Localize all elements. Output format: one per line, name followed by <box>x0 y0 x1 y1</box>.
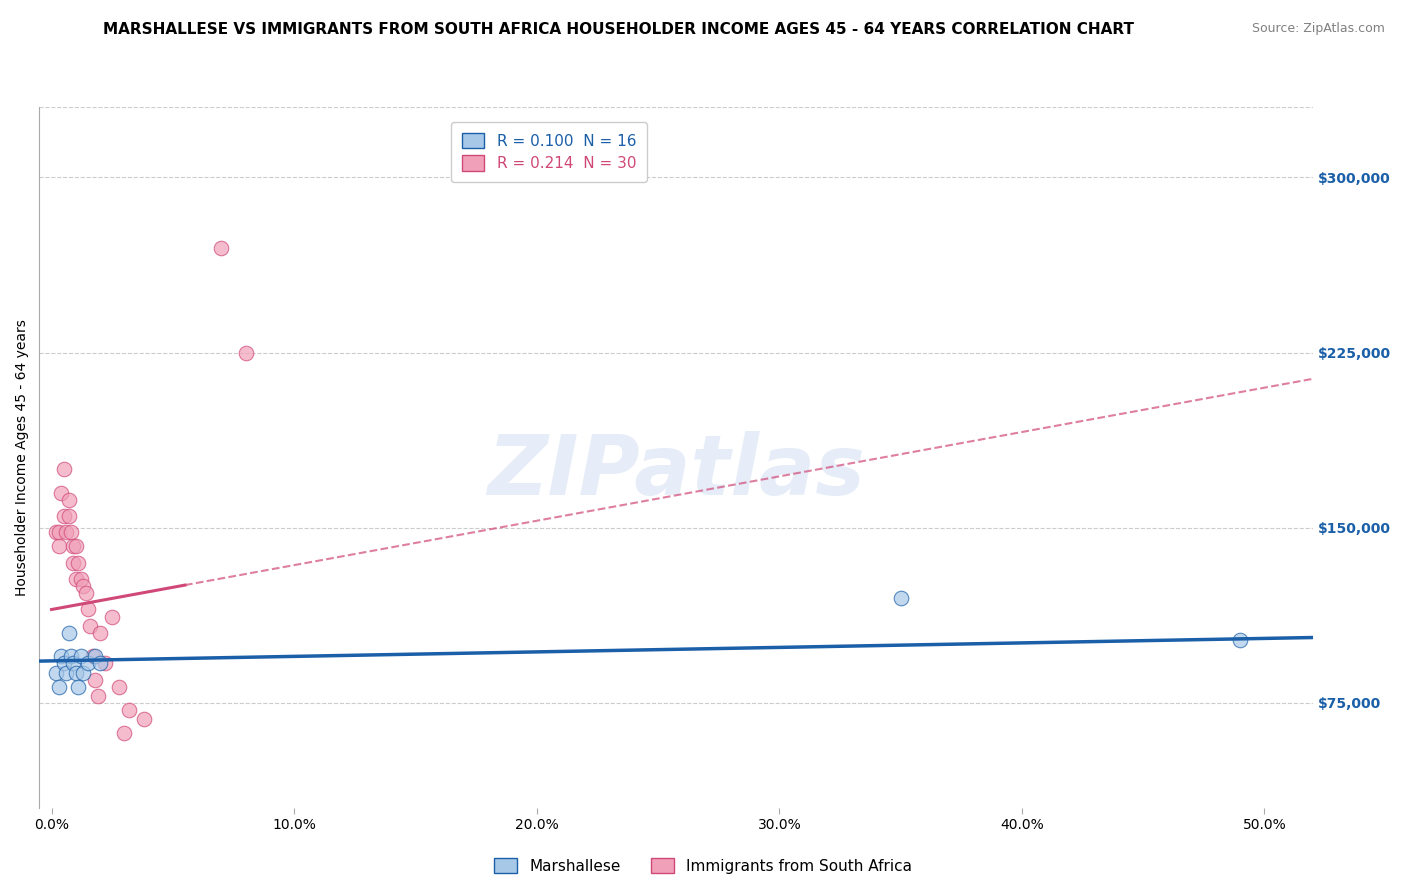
Point <box>51 485 73 500</box>
Point <box>235 345 257 359</box>
Point <box>58 492 80 507</box>
Legend: R = 0.100  N = 16, R = 0.214  N = 30: R = 0.100 N = 16, R = 0.214 N = 30 <box>451 122 647 182</box>
Point <box>52 657 75 671</box>
Point <box>84 673 107 687</box>
Point <box>52 509 75 524</box>
Point <box>51 649 73 664</box>
Text: Source: ZipAtlas.com: Source: ZipAtlas.com <box>1251 22 1385 36</box>
Point <box>65 665 87 680</box>
Point <box>59 525 82 540</box>
Point <box>55 665 77 680</box>
Point <box>65 572 87 586</box>
Point <box>58 509 80 524</box>
Point <box>67 556 90 570</box>
Point <box>72 579 94 593</box>
Point <box>69 649 91 664</box>
Point <box>209 241 232 255</box>
Point <box>48 540 70 554</box>
Point <box>48 680 70 694</box>
Point <box>75 586 97 600</box>
Point <box>112 726 135 740</box>
Text: ZIPatlas: ZIPatlas <box>488 431 865 512</box>
Point <box>67 680 90 694</box>
Point <box>118 703 141 717</box>
Point <box>89 657 111 671</box>
Point <box>45 525 67 540</box>
Point <box>59 649 82 664</box>
Point <box>69 572 91 586</box>
Point <box>62 556 84 570</box>
Point <box>86 689 108 703</box>
Point <box>132 712 155 726</box>
Point <box>52 462 75 476</box>
Point <box>72 665 94 680</box>
Point <box>77 602 100 616</box>
Point <box>1229 632 1251 647</box>
Point <box>77 657 100 671</box>
Point <box>62 657 84 671</box>
Text: MARSHALLESE VS IMMIGRANTS FROM SOUTH AFRICA HOUSEHOLDER INCOME AGES 45 - 64 YEAR: MARSHALLESE VS IMMIGRANTS FROM SOUTH AFR… <box>103 22 1135 37</box>
Point <box>62 540 84 554</box>
Point <box>48 525 70 540</box>
Point <box>101 609 124 624</box>
Point <box>890 591 912 605</box>
Point <box>55 525 77 540</box>
Point <box>45 665 67 680</box>
Point <box>89 625 111 640</box>
Y-axis label: Householder Income Ages 45 - 64 years: Householder Income Ages 45 - 64 years <box>15 319 30 596</box>
Point <box>65 540 87 554</box>
Point <box>84 649 107 664</box>
Point <box>79 619 101 633</box>
Point <box>82 649 104 664</box>
Point <box>94 657 117 671</box>
Point <box>58 625 80 640</box>
Point <box>108 680 131 694</box>
Legend: Marshallese, Immigrants from South Africa: Marshallese, Immigrants from South Afric… <box>488 852 918 880</box>
